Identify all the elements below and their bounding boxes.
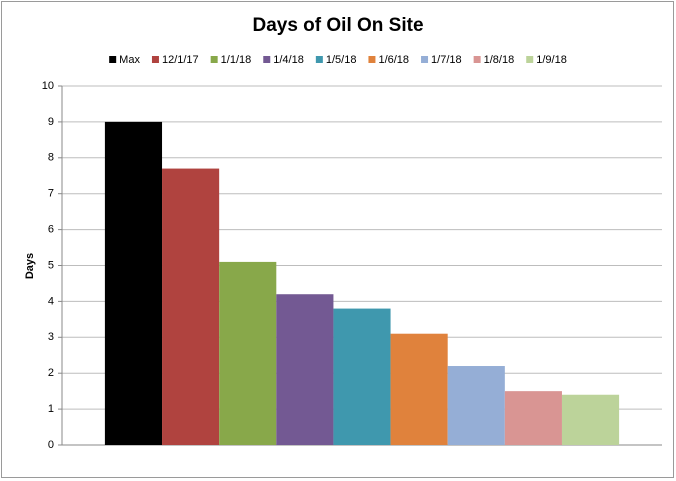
legend-swatch	[109, 56, 117, 63]
y-tick-label: 3	[48, 331, 54, 343]
legend-swatch	[263, 56, 271, 63]
y-tick-label: 6	[48, 224, 54, 236]
bar	[104, 121, 163, 446]
bar	[447, 366, 505, 445]
legend-swatch	[368, 56, 376, 63]
bar	[333, 308, 391, 445]
bar	[561, 394, 620, 445]
legend-label: 1/4/18	[273, 54, 304, 66]
legend-label: Max	[119, 54, 140, 66]
legend-swatch	[526, 56, 534, 63]
legend-swatch	[473, 56, 481, 63]
legend-label: 12/1/17	[162, 54, 199, 66]
bar	[390, 333, 448, 445]
y-tick-label: 2	[48, 367, 54, 379]
legend-swatch	[421, 56, 429, 63]
y-tick-label: 5	[48, 259, 54, 271]
y-tick-label: 1	[48, 403, 54, 415]
bar	[276, 294, 334, 445]
legend-label: 1/7/18	[431, 54, 462, 66]
y-tick-label: 7	[48, 188, 54, 200]
bar	[162, 168, 220, 445]
y-tick-label: 0	[48, 439, 54, 451]
legend: Max 12/1/17 1/1/18 1/4/18 1/5/18 1/6/18 1/7/18…	[109, 54, 567, 66]
y-axis-label: Days	[24, 253, 36, 279]
legend-swatch	[315, 56, 323, 63]
legend-swatch	[210, 56, 218, 63]
y-tick-label: 10	[42, 80, 54, 92]
chart-title: Days of Oil On Site	[252, 15, 423, 36]
legend-label: 1/9/18	[536, 54, 567, 66]
y-tick-label: 8	[48, 152, 54, 164]
legend-label: 1/1/18	[221, 54, 252, 66]
y-tick-label: 9	[48, 116, 54, 128]
legend-label: 1/5/18	[326, 54, 357, 66]
bar	[219, 261, 277, 445]
legend-label: 1/8/18	[484, 54, 515, 66]
legend-swatch	[151, 56, 159, 63]
legend-label: 1/6/18	[378, 54, 409, 66]
y-tick-label: 4	[48, 295, 54, 307]
bar	[504, 391, 562, 445]
